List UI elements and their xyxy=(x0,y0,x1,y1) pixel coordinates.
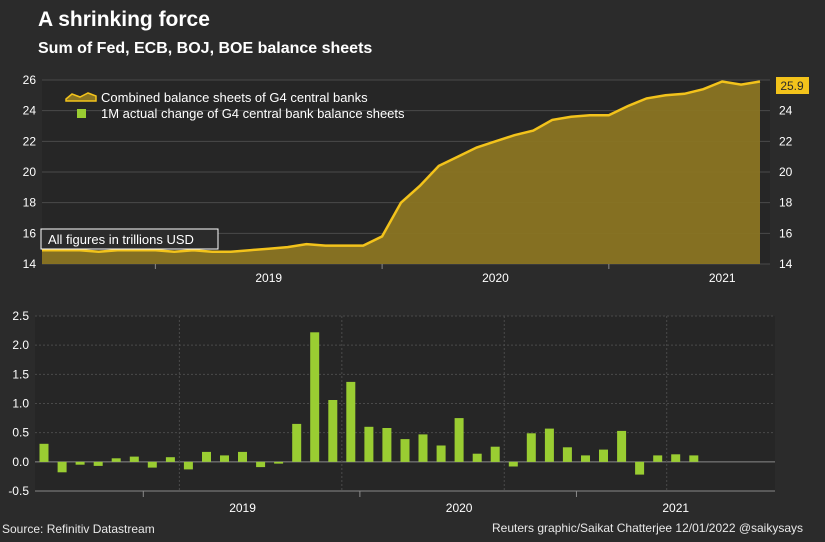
change-bar xyxy=(238,451,247,462)
change-bar xyxy=(382,428,392,462)
bottom-y-tick: 1.5 xyxy=(12,367,29,381)
change-bar xyxy=(202,451,211,462)
chart-subtitle: Sum of Fed, ECB, BOJ, BOE balance sheets xyxy=(38,40,373,57)
change-bar xyxy=(364,426,374,462)
top-y-tick-left: 18 xyxy=(23,196,37,210)
change-bar xyxy=(418,434,428,462)
change-bar xyxy=(274,461,284,464)
change-bar xyxy=(544,428,554,462)
bottom-x-tick: 2020 xyxy=(446,501,473,515)
change-bar xyxy=(256,461,266,468)
change-bar xyxy=(328,400,338,462)
top-y-tick-left: 26 xyxy=(23,73,37,87)
change-bar xyxy=(689,455,699,462)
top-y-tick-left: 20 xyxy=(23,165,37,179)
change-bar xyxy=(165,457,175,462)
change-bar xyxy=(75,461,85,465)
change-bar xyxy=(183,461,193,470)
top-y-tick-right: 18 xyxy=(779,196,793,210)
top-y-tick-right: 16 xyxy=(779,226,793,240)
source-note: Source: Refinitiv Datastream xyxy=(2,522,155,536)
change-bar xyxy=(599,449,608,462)
top-x-tick: 2019 xyxy=(255,271,282,285)
change-bar xyxy=(635,461,645,475)
change-bar xyxy=(508,461,518,467)
bottom-x-tick: 2021 xyxy=(662,501,689,515)
change-bar xyxy=(129,456,139,462)
change-bar xyxy=(472,453,482,462)
change-bar xyxy=(526,433,536,462)
bottom-y-tick: 0.0 xyxy=(12,455,29,469)
note-text: All figures in trillions USD xyxy=(48,232,194,247)
legend-area-label: Combined balance sheets of G4 central ba… xyxy=(101,90,368,105)
change-bar xyxy=(220,455,229,462)
bottom-x-tick: 2019 xyxy=(229,501,256,515)
bottom-y-tick: 2.0 xyxy=(12,338,29,352)
bottom-y-tick: 2.5 xyxy=(12,309,29,323)
top-y-tick-right: 14 xyxy=(779,257,793,271)
top-y-tick-right: 22 xyxy=(779,134,793,148)
change-bar xyxy=(581,455,590,462)
change-bar xyxy=(39,443,49,462)
top-y-tick-left: 14 xyxy=(23,257,37,271)
change-bar xyxy=(617,430,627,462)
top-y-tick-left: 24 xyxy=(23,104,37,118)
bottom-y-tick: -0.5 xyxy=(8,484,29,498)
change-bar xyxy=(490,446,500,462)
bottom-y-tick: 1.0 xyxy=(12,397,29,411)
change-bar xyxy=(57,461,67,473)
change-bar xyxy=(653,455,663,462)
top-y-tick-right: 20 xyxy=(779,165,793,179)
change-bar xyxy=(346,381,356,462)
note-box xyxy=(40,228,219,250)
change-bar xyxy=(454,418,464,462)
change-bar xyxy=(310,332,320,462)
top-y-tick-left: 16 xyxy=(23,226,37,240)
combined-balance-line xyxy=(42,80,761,253)
change-bar xyxy=(292,423,302,462)
change-bar xyxy=(400,439,410,462)
chart-title: A shrinking force xyxy=(38,8,210,31)
legend-bar-label: 1M actual change of G4 central bank bala… xyxy=(101,106,405,121)
change-bar xyxy=(111,458,121,462)
top-x-tick: 2021 xyxy=(709,271,736,285)
top-y-tick-right: 24 xyxy=(779,104,793,118)
change-bar xyxy=(147,461,157,468)
change-bar xyxy=(93,461,103,466)
bottom-y-tick: 0.5 xyxy=(12,426,29,440)
credit-note: Reuters graphic/Saikat Chatterjee 12/01/… xyxy=(492,521,804,535)
change-bar xyxy=(562,447,572,462)
top-y-tick-left: 22 xyxy=(23,134,37,148)
change-bar xyxy=(436,445,446,462)
change-bar xyxy=(671,454,681,462)
combined-balance-area xyxy=(42,81,760,264)
last-value-badge xyxy=(776,77,809,94)
legend-area-swatch xyxy=(65,92,97,102)
last-value-label: 25.9 xyxy=(780,79,804,93)
legend-bar-swatch xyxy=(77,109,86,118)
top-x-tick: 2020 xyxy=(482,271,509,285)
